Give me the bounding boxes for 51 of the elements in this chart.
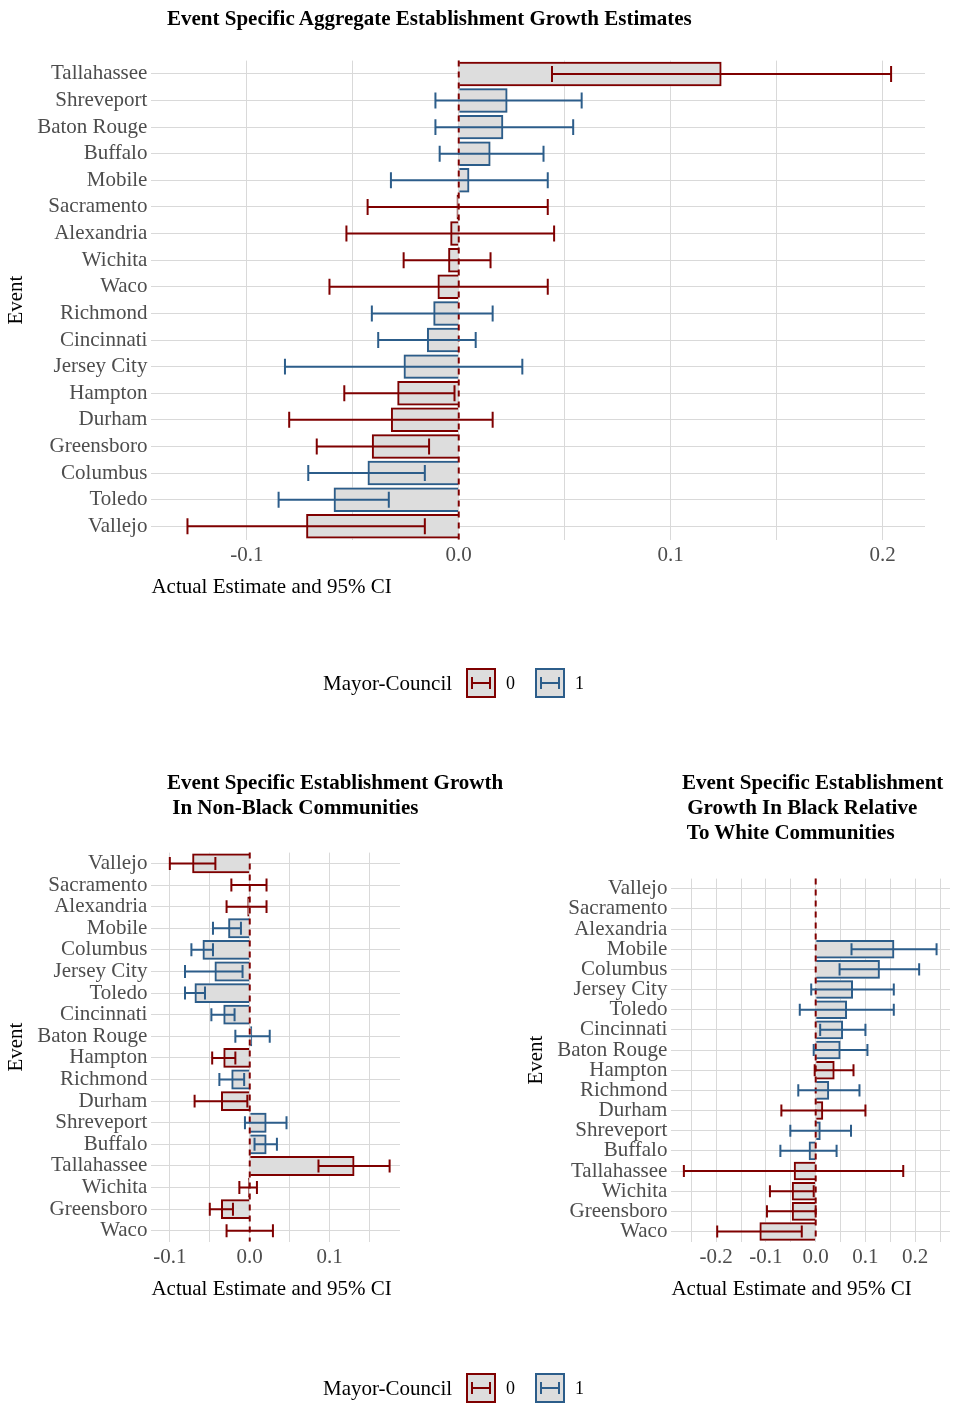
x-tick-label: -0.1	[153, 1243, 187, 1268]
y-tick-label: Jersey City	[53, 353, 148, 378]
y-tick-label: Shreveport	[55, 1109, 148, 1134]
y-tick-label: Buffalo	[83, 140, 148, 165]
x-axis-title: Actual Estimate and 95% CI	[671, 1275, 912, 1300]
y-axis-title: Event	[3, 1022, 28, 1072]
y-axis-title: Event	[523, 1035, 548, 1085]
y-axis-title: Event	[3, 275, 28, 325]
y-tick-label: Durham	[78, 406, 148, 431]
x-tick-label: 0.2	[902, 1243, 929, 1268]
x-tick-label: 0.2	[869, 541, 896, 566]
chart-title: Event Specific Establishment Growth In Non-Black Communities	[167, 770, 504, 820]
legend-label: 0	[506, 672, 516, 694]
legend-label: 1	[575, 672, 585, 694]
y-tick-label: Cincinnati	[59, 326, 148, 351]
y-tick-label: Vallejo	[87, 849, 148, 874]
x-axis-title: Actual Estimate and 95% CI	[151, 573, 392, 598]
chart-title: Event Specific Aggregate Establishment Growth Estimates	[167, 6, 692, 31]
x-tick-label: -0.1	[749, 1243, 783, 1268]
y-tick-label: Wichita	[81, 246, 149, 271]
x-tick-label: 0.0	[802, 1243, 829, 1268]
y-tick-label: Columbus	[61, 459, 148, 484]
x-tick-label: 0.1	[316, 1243, 343, 1268]
x-tick-label: -0.2	[699, 1243, 733, 1268]
chart-title: Event Specific Establishment Growth In Black Relative To White Communities	[682, 770, 944, 845]
x-tick-label: 0.0	[445, 541, 472, 566]
y-tick-label: Toledo	[89, 486, 148, 511]
y-tick-label: Sacramento	[48, 193, 148, 218]
x-tick-label: -0.1	[230, 541, 264, 566]
y-tick-label: Alexandria	[54, 220, 149, 245]
y-tick-label: Baton Rouge	[37, 113, 148, 138]
legend-title: Mayor-Council	[323, 1375, 453, 1401]
y-tick-label: Tallahassee	[50, 60, 148, 85]
y-tick-label: Richmond	[59, 299, 148, 324]
y-tick-label: Durham	[78, 1087, 148, 1112]
y-tick-label: Waco	[100, 1217, 148, 1242]
y-tick-label: Hampton	[69, 379, 148, 404]
y-tick-label: Waco	[100, 273, 148, 298]
y-tick-label: Shreveport	[55, 87, 148, 112]
x-tick-label: 0.1	[852, 1243, 879, 1268]
y-tick-label: Mobile	[86, 166, 148, 191]
legend-label: 0	[506, 1377, 516, 1399]
y-tick-label: Vallejo	[87, 512, 148, 537]
x-axis-title: Actual Estimate and 95% CI	[151, 1275, 392, 1300]
y-tick-label: Tallahassee	[50, 1152, 148, 1177]
x-tick-label: 0.0	[236, 1243, 263, 1268]
y-tick-label: Vallejo	[607, 875, 668, 900]
legend-label: 1	[575, 1377, 585, 1399]
y-tick-label: Greensboro	[49, 432, 148, 457]
legend-title: Mayor-Council	[323, 670, 453, 696]
x-tick-label: 0.1	[657, 541, 684, 566]
